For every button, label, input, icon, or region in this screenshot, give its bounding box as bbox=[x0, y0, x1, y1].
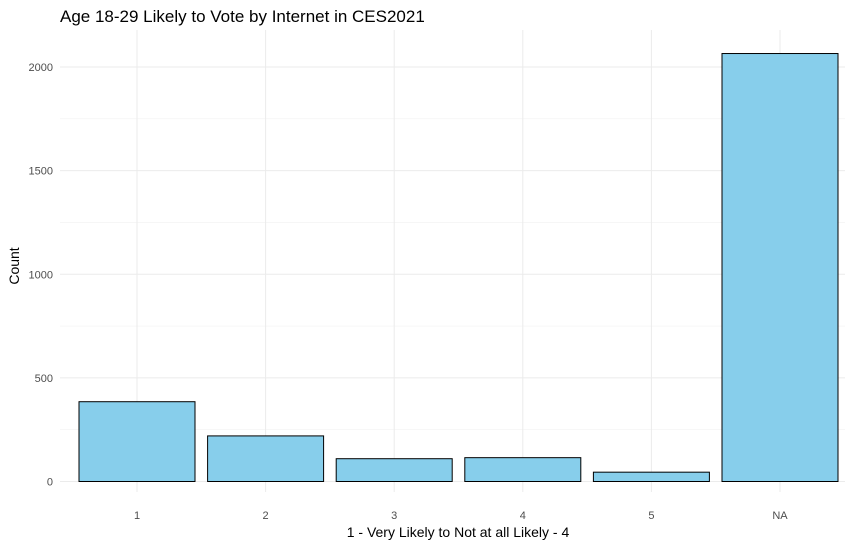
x-tick-label: 2 bbox=[263, 510, 269, 522]
y-tick-label: 2000 bbox=[29, 62, 53, 74]
bar-4 bbox=[464, 457, 582, 483]
x-tick-label: 5 bbox=[648, 510, 654, 522]
bar-1 bbox=[78, 401, 196, 482]
bar-3 bbox=[335, 458, 453, 483]
bars bbox=[78, 53, 839, 483]
bar-5 bbox=[592, 471, 710, 482]
x-tick-label: NA bbox=[772, 510, 788, 522]
x-tick-label: 3 bbox=[391, 510, 397, 522]
y-tick-label: 1500 bbox=[29, 166, 53, 178]
bar-2 bbox=[207, 435, 325, 482]
y-tick-label: 1000 bbox=[29, 269, 53, 281]
x-tick-label: 4 bbox=[520, 510, 526, 522]
y-axis-title: Count bbox=[6, 247, 22, 284]
y-tick-label: 0 bbox=[47, 477, 53, 489]
y-tick-labels: 0 500 1000 1500 2000 bbox=[29, 62, 53, 489]
x-tick-label: 1 bbox=[134, 510, 140, 522]
bar-na bbox=[721, 53, 839, 483]
y-tick-label: 500 bbox=[35, 373, 53, 385]
chart-title: Age 18-29 Likely to Vote by Internet in … bbox=[60, 7, 425, 26]
x-axis-title: 1 - Very Likely to Not at all Likely - 4 bbox=[347, 524, 570, 540]
x-tick-labels: 1 2 3 4 5 NA bbox=[134, 510, 788, 522]
